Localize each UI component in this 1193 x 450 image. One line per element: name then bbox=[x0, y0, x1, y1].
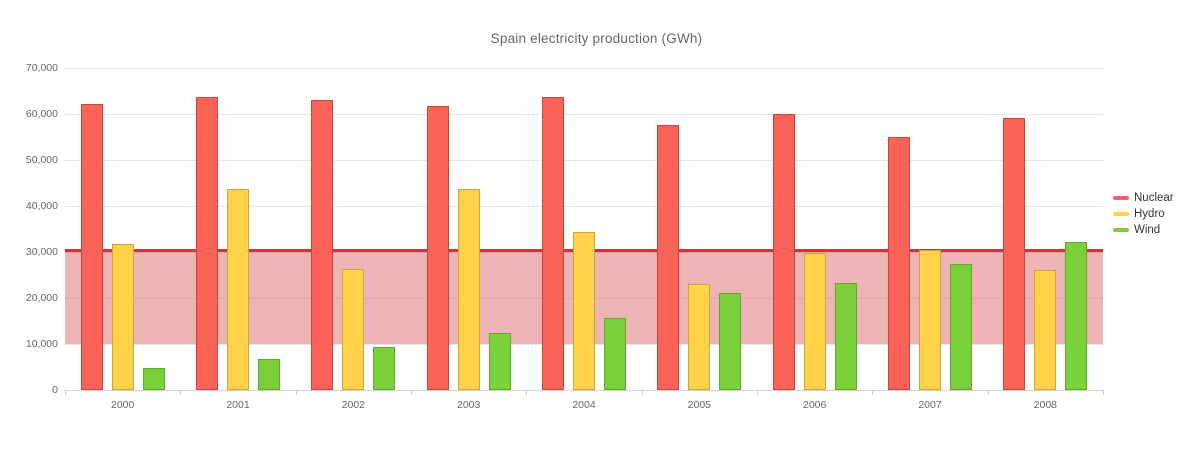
y-axis-label: 20,000 bbox=[25, 292, 58, 304]
x-axis-label-2006: 2006 bbox=[802, 399, 827, 411]
x-axis-tick bbox=[987, 390, 989, 395]
legend-item-wind[interactable]: Wind bbox=[1113, 222, 1174, 238]
bar-nuclear-2003[interactable] bbox=[426, 105, 449, 390]
x-axis-tick bbox=[526, 390, 528, 395]
x-axis-tick bbox=[411, 390, 412, 395]
y-axis-label: 40,000 bbox=[25, 200, 58, 212]
legend: Nuclear Hydro Wind bbox=[1113, 190, 1174, 238]
y-axis-label: 60,000 bbox=[25, 108, 58, 120]
legend-item-hydro[interactable]: Hydro bbox=[1113, 206, 1174, 222]
bar-nuclear-2007[interactable] bbox=[888, 137, 910, 390]
y-axis-label: 50,000 bbox=[25, 154, 58, 166]
legend-label: Nuclear bbox=[1134, 192, 1174, 204]
bar-nuclear-2002[interactable] bbox=[311, 100, 334, 390]
bar-wind-2005[interactable] bbox=[719, 293, 742, 390]
x-axis-label-2004: 2004 bbox=[572, 399, 596, 411]
x-axis-line bbox=[65, 390, 1103, 391]
bar-wind-2004[interactable] bbox=[604, 318, 626, 390]
x-axis-label-2003: 2003 bbox=[456, 399, 481, 411]
bar-hydro-2006[interactable] bbox=[803, 253, 826, 390]
bar-hydro-2005[interactable] bbox=[688, 284, 711, 390]
bar-wind-2001[interactable] bbox=[258, 359, 280, 390]
x-axis-label-2008: 2008 bbox=[1033, 399, 1057, 411]
y-axis-label: 0 bbox=[52, 384, 58, 396]
chart-title: Spain electricity production (GWh) bbox=[490, 31, 703, 46]
legend-marker-wind-icon bbox=[1113, 228, 1129, 232]
bar-hydro-2008[interactable] bbox=[1034, 269, 1057, 390]
bar-nuclear-2001[interactable] bbox=[196, 97, 218, 390]
x-axis-tick bbox=[757, 390, 758, 395]
x-axis-tick bbox=[180, 390, 182, 395]
legend-marker-hydro-icon bbox=[1113, 212, 1129, 216]
legend-item-nuclear[interactable]: Nuclear bbox=[1113, 190, 1174, 206]
x-axis-label-2000: 2000 bbox=[110, 399, 135, 411]
plot-area bbox=[65, 67, 1103, 391]
bar-nuclear-2005[interactable] bbox=[657, 125, 680, 390]
bar-hydro-2003[interactable] bbox=[457, 188, 480, 390]
y-gridline bbox=[65, 205, 1103, 207]
bar-wind-2002[interactable] bbox=[373, 347, 396, 390]
y-gridline bbox=[65, 113, 1103, 115]
bar-hydro-2001[interactable] bbox=[227, 188, 249, 390]
x-axis-tick bbox=[872, 390, 874, 395]
x-axis-label-2005: 2005 bbox=[687, 399, 711, 411]
bar-wind-2000[interactable] bbox=[142, 368, 165, 390]
x-axis-tick bbox=[65, 390, 66, 395]
bar-wind-2006[interactable] bbox=[834, 283, 857, 390]
bar-nuclear-2004[interactable] bbox=[542, 97, 564, 390]
legend-marker-nuclear-icon bbox=[1113, 196, 1129, 200]
bar-wind-2003[interactable] bbox=[488, 333, 511, 390]
y-gridline bbox=[65, 159, 1103, 161]
x-axis-tick bbox=[1103, 390, 1104, 395]
bar-hydro-2004[interactable] bbox=[573, 231, 595, 390]
bar-nuclear-2008[interactable] bbox=[1003, 118, 1026, 390]
bar-hydro-2000[interactable] bbox=[111, 244, 134, 390]
y-axis-label: 10,000 bbox=[25, 338, 58, 350]
bar-wind-2007[interactable] bbox=[950, 263, 972, 390]
x-axis-label-2007: 2007 bbox=[918, 399, 942, 411]
x-axis-label-2002: 2002 bbox=[341, 399, 365, 411]
y-axis-label: 30,000 bbox=[25, 246, 58, 258]
x-axis-label-2001: 2001 bbox=[226, 399, 250, 411]
x-axis-tick bbox=[295, 390, 297, 395]
bar-wind-2008[interactable] bbox=[1065, 241, 1088, 390]
bar-nuclear-2000[interactable] bbox=[80, 104, 103, 390]
legend-label: Wind bbox=[1134, 224, 1161, 236]
bar-nuclear-2006[interactable] bbox=[772, 113, 795, 390]
bar-hydro-2002[interactable] bbox=[342, 269, 365, 390]
x-axis-tick bbox=[641, 390, 643, 395]
y-axis-label: 70,000 bbox=[25, 62, 58, 74]
bar-hydro-2007[interactable] bbox=[919, 249, 941, 390]
legend-label: Hydro bbox=[1134, 208, 1165, 220]
y-gridline bbox=[65, 67, 1103, 69]
